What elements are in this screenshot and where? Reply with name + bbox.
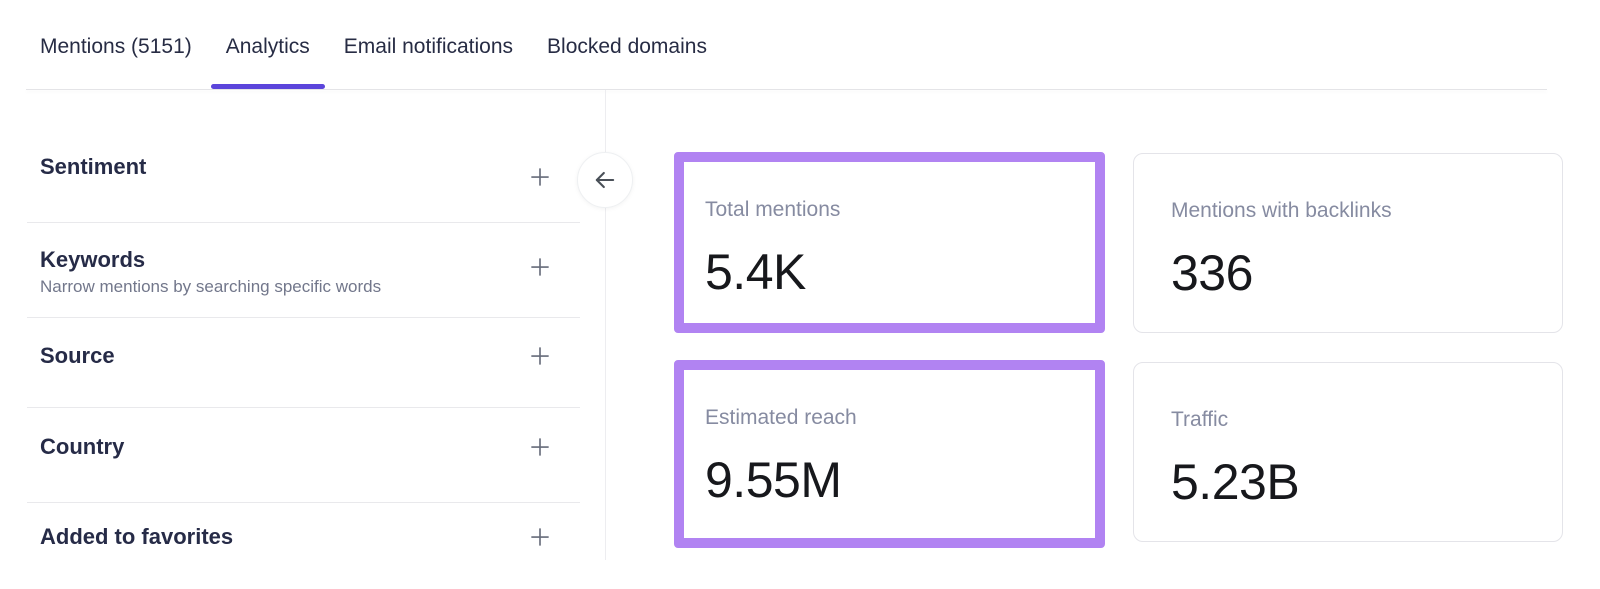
- expand-source-button[interactable]: [527, 343, 553, 369]
- filter-section-source: Source: [27, 318, 580, 408]
- metric-label: Traffic: [1171, 408, 1229, 431]
- expand-keywords-button[interactable]: [527, 254, 553, 280]
- metric-value: 5.23B: [1171, 454, 1300, 510]
- metric-card-total-mentions[interactable]: Total mentions 5.4K: [674, 152, 1105, 333]
- expand-favorites-button[interactable]: [527, 524, 553, 550]
- tab-analytics[interactable]: Analytics: [210, 32, 325, 89]
- filters-sidebar: Sentiment Keywords Narrow mentions by se…: [27, 90, 580, 589]
- tab-blocked-domains[interactable]: Blocked domains: [547, 32, 707, 89]
- filter-subtitle: Narrow mentions by searching specific wo…: [40, 277, 382, 296]
- expand-country-button[interactable]: [527, 434, 553, 460]
- metric-label: Total mentions: [705, 198, 841, 221]
- expand-sentiment-button[interactable]: [527, 164, 553, 190]
- metric-value: 336: [1171, 245, 1253, 301]
- tab-email-notifications[interactable]: Email notifications: [344, 32, 513, 89]
- filter-title: Keywords: [40, 247, 146, 272]
- filter-section-favorites: Added to favorites: [27, 503, 580, 589]
- plus-icon: [527, 434, 553, 460]
- metric-label: Estimated reach: [705, 406, 857, 429]
- filter-title: Country: [40, 434, 125, 459]
- filter-section-country: Country: [27, 408, 580, 503]
- metric-label: Mentions with backlinks: [1171, 199, 1392, 222]
- tab-label: Analytics: [225, 35, 310, 58]
- filter-title: Sentiment: [40, 154, 147, 179]
- panel-divider: [605, 90, 606, 560]
- metric-card-mentions-with-backlinks[interactable]: Mentions with backlinks 336: [1133, 153, 1563, 333]
- filter-section-sentiment: Sentiment: [27, 90, 580, 223]
- tab-label: Blocked domains: [547, 35, 707, 58]
- filter-section-keywords: Keywords Narrow mentions by searching sp…: [27, 223, 580, 318]
- tab-label: Mentions (5151): [40, 35, 192, 58]
- metric-value: 9.55M: [705, 452, 842, 508]
- tab-label: Email notifications: [343, 35, 514, 58]
- tab-bar: Mentions (5151) Analytics Email notifica…: [40, 32, 707, 89]
- tabbar-divider: [26, 89, 1547, 90]
- filter-title: Added to favorites: [40, 524, 234, 549]
- plus-icon: [527, 254, 553, 280]
- collapse-sidebar-button[interactable]: [577, 152, 633, 208]
- tab-mentions[interactable]: Mentions (5151): [40, 32, 192, 89]
- filter-title: Source: [40, 343, 115, 368]
- active-tab-underline: [210, 84, 325, 89]
- plus-icon: [527, 524, 553, 550]
- arrow-left-icon: [591, 166, 619, 194]
- plus-icon: [527, 343, 553, 369]
- plus-icon: [527, 164, 553, 190]
- metric-card-traffic[interactable]: Traffic 5.23B: [1133, 362, 1563, 542]
- metric-card-estimated-reach[interactable]: Estimated reach 9.55M: [674, 360, 1105, 548]
- metric-value: 5.4K: [705, 244, 806, 300]
